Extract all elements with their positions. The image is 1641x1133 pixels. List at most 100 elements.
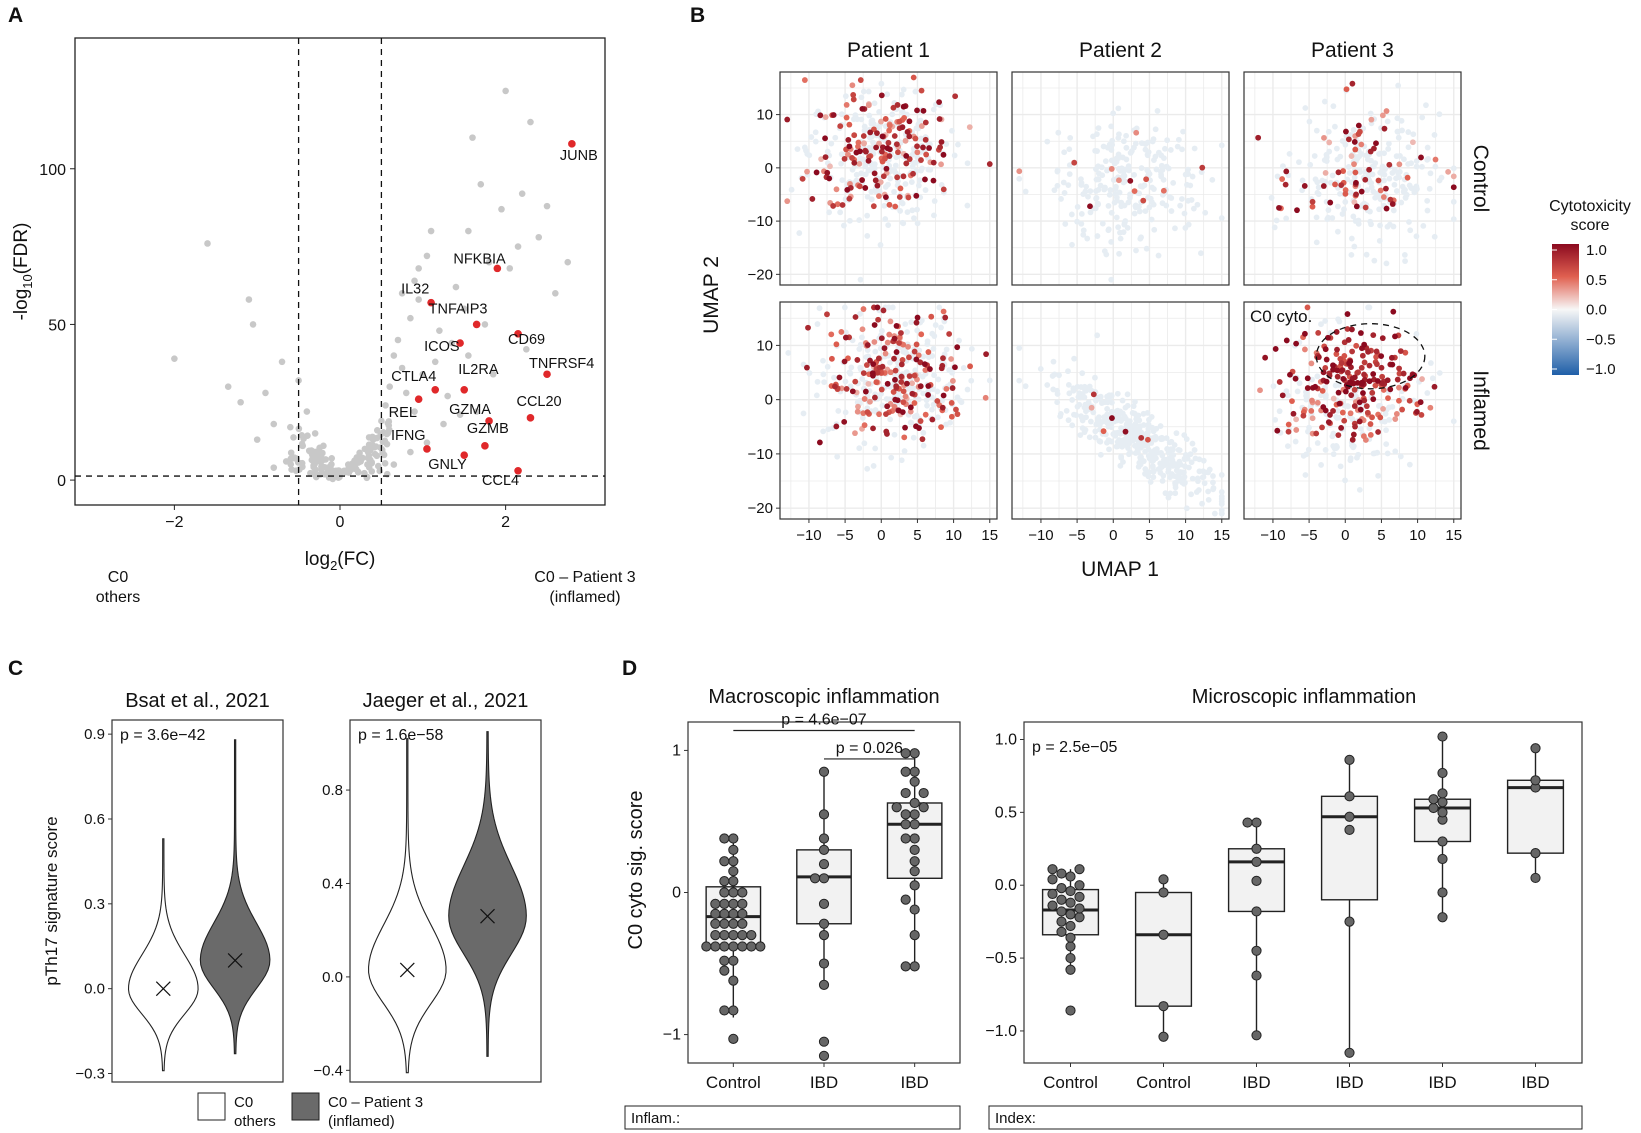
cell-point	[948, 413, 955, 420]
cell-point	[806, 370, 813, 376]
cell-point	[851, 132, 858, 139]
gene-point	[407, 314, 414, 322]
cell-point	[852, 430, 858, 437]
cell-point	[818, 156, 824, 163]
data-point	[900, 833, 911, 844]
cell-point	[1118, 453, 1125, 460]
cell-point	[1393, 175, 1399, 182]
cell-point	[1356, 486, 1363, 493]
cell-point	[1315, 329, 1322, 336]
cell-point	[1173, 473, 1180, 480]
cell-point	[814, 378, 821, 385]
data-point	[1437, 807, 1448, 818]
gene-point	[354, 468, 362, 476]
cell-point	[1355, 451, 1362, 458]
cell-point	[878, 118, 884, 125]
gene-point	[448, 339, 456, 347]
gene-point	[291, 455, 298, 462]
legend-tick-label: 0.5	[1586, 272, 1607, 289]
cell-point	[1357, 168, 1364, 175]
cell-point	[956, 337, 962, 344]
y-tick-label: 0.9	[84, 726, 105, 743]
cell-point	[1392, 448, 1399, 455]
cell-point	[1320, 183, 1327, 189]
cell-point	[1300, 452, 1307, 459]
cell-point	[1377, 222, 1383, 229]
cell-point	[1096, 414, 1102, 421]
cell-point	[1104, 393, 1110, 400]
cell-point	[1092, 374, 1098, 381]
y-tick-label: 0.4	[322, 875, 343, 892]
cell-point	[1394, 115, 1401, 122]
cell-point	[1312, 383, 1319, 390]
data-point	[1530, 848, 1541, 859]
cell-point	[1279, 176, 1286, 182]
cell-point	[915, 182, 922, 189]
cell-point	[964, 386, 971, 393]
gene-point	[489, 370, 497, 378]
cell-point	[939, 404, 946, 411]
cell-point	[831, 374, 837, 381]
gene-point	[386, 383, 393, 390]
cell-point	[1146, 204, 1153, 211]
cell-point	[1352, 169, 1359, 176]
cell-point	[870, 361, 877, 368]
cell-point	[1318, 462, 1324, 468]
cell-point	[1361, 359, 1368, 366]
y-axis-label: -log10(FDR)	[11, 223, 35, 321]
cell-point	[1375, 429, 1381, 435]
cell-point	[1168, 451, 1175, 458]
cell-point	[1384, 223, 1391, 230]
cell-point	[1159, 462, 1166, 468]
cell-point	[843, 114, 850, 121]
cell-point	[1413, 330, 1420, 337]
cell-point	[1218, 493, 1225, 500]
cell-point	[1187, 182, 1194, 189]
data-point	[1437, 788, 1448, 799]
cell-point	[1151, 226, 1158, 233]
cell-point	[912, 88, 919, 95]
cell-point	[1358, 364, 1365, 371]
gene-point	[415, 265, 422, 272]
gene-point	[287, 423, 294, 431]
umap-panel-frame	[1011, 71, 1230, 286]
cell-point	[1105, 202, 1112, 209]
data-point	[1158, 874, 1169, 885]
cell-point	[873, 144, 879, 151]
cell-point	[1398, 199, 1405, 206]
umap-panel-frame	[1243, 301, 1462, 520]
gene-point	[436, 327, 443, 334]
gene-point	[368, 468, 376, 475]
gene-point	[329, 475, 337, 483]
cell-point	[836, 374, 843, 381]
cell-point	[1426, 185, 1433, 192]
data-point	[1158, 1031, 1169, 1042]
cell-point	[1383, 108, 1390, 114]
cell-point	[788, 186, 795, 193]
data-point	[918, 787, 929, 799]
highlight-point	[414, 395, 423, 403]
data-point	[719, 876, 730, 887]
cell-point	[894, 102, 901, 108]
cell-point	[1171, 442, 1178, 448]
cell-point	[838, 160, 844, 167]
cell-point	[1081, 383, 1088, 390]
cell-point	[1322, 318, 1329, 324]
x-tick-label: IBD	[1428, 1073, 1456, 1092]
cell-point	[1397, 348, 1404, 355]
cell-point	[1432, 163, 1439, 170]
cell-point	[1122, 428, 1129, 435]
cell-point	[1282, 181, 1289, 188]
cell-point	[1401, 251, 1408, 258]
cell-point	[1147, 479, 1154, 485]
cell-point	[1061, 190, 1068, 196]
cell-point	[1359, 352, 1366, 359]
cell-point	[868, 196, 875, 203]
cell-point	[1116, 177, 1122, 184]
cell-point	[900, 86, 907, 93]
y-tick-label: 0.5	[995, 804, 1017, 821]
gene-point	[543, 202, 551, 210]
cell-point	[856, 183, 863, 190]
cell-point	[888, 454, 895, 461]
gene-point	[402, 389, 410, 397]
